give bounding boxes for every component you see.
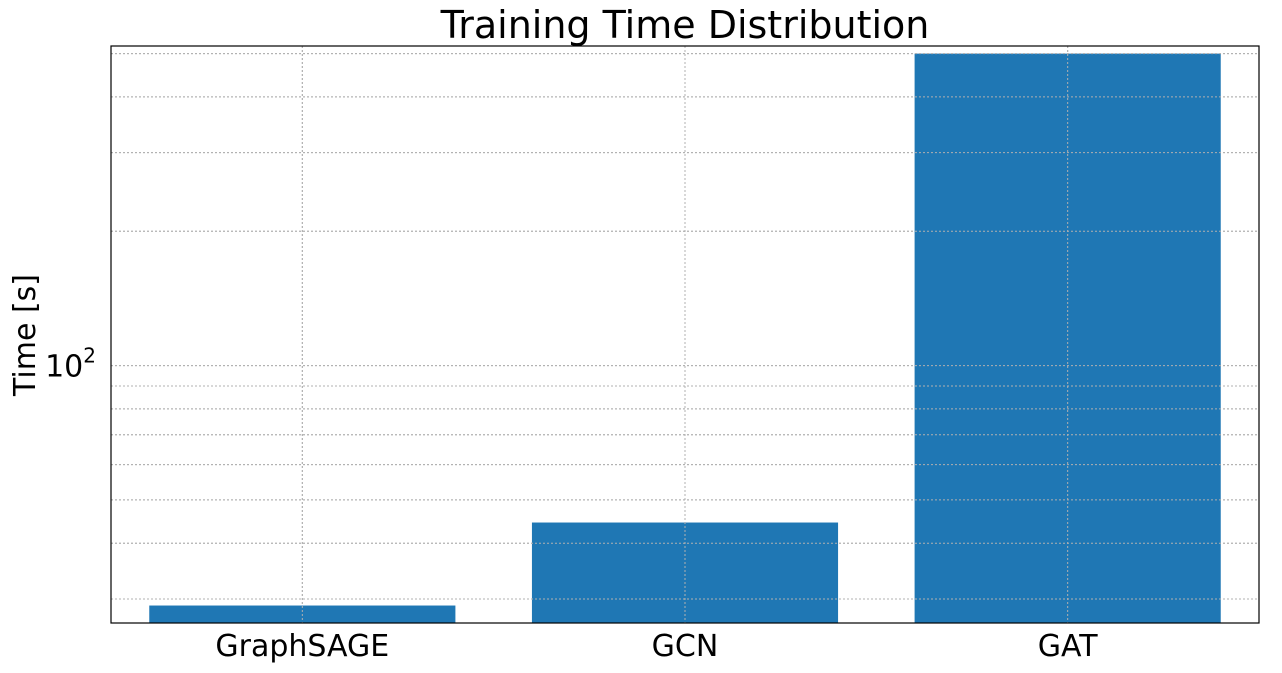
y-tick-label-100: 102 — [45, 344, 96, 385]
grid-lines-overlay — [111, 46, 1259, 623]
y-axis-label: Time [s] — [8, 274, 43, 397]
y-tick-labels: 102 — [45, 344, 96, 385]
x-tick-labels: GraphSAGE GCN GAT — [215, 629, 1098, 664]
x-tick-label-gcn: GCN — [652, 629, 719, 664]
x-tick-label-graphsage: GraphSAGE — [215, 629, 389, 664]
x-tick-label-gat: GAT — [1038, 629, 1098, 664]
y-tick-base: 10 — [45, 350, 83, 385]
y-tick-exponent: 2 — [83, 344, 96, 368]
plot-frame — [110, 45, 1260, 624]
chart-title: Training Time Distribution — [440, 3, 930, 47]
